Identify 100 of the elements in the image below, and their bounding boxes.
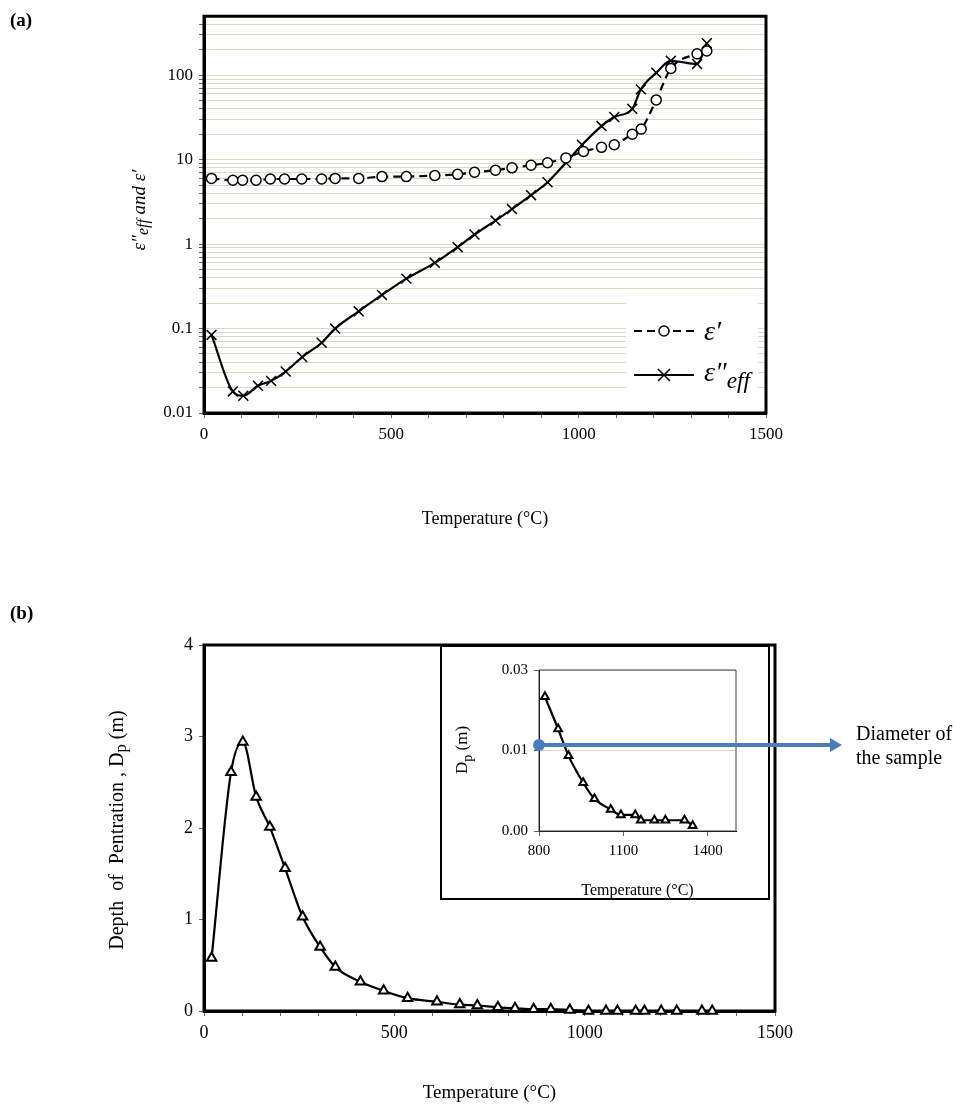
- point: [227, 174, 239, 187]
- legend-label: ε′: [703, 315, 722, 347]
- point: [236, 174, 249, 187]
- point: [626, 103, 638, 115]
- point: [225, 765, 237, 776]
- point: [489, 214, 502, 227]
- point: [429, 169, 441, 182]
- point: [650, 94, 662, 106]
- y-tick-label: 0: [184, 999, 193, 1020]
- point: [701, 37, 713, 49]
- point: [553, 723, 564, 733]
- point: [489, 164, 502, 176]
- point: [608, 139, 621, 151]
- point: [541, 156, 554, 169]
- point: [353, 305, 365, 318]
- x-tick-label: 1000: [566, 1021, 603, 1042]
- point: [635, 123, 647, 135]
- point: [611, 1004, 624, 1015]
- x-tick-label: 1500: [749, 423, 783, 443]
- x-tick-label: 1400: [692, 841, 723, 858]
- point: [329, 322, 341, 335]
- y-tick-label: 3: [184, 725, 193, 746]
- y-tick-label: 0.00: [501, 821, 528, 838]
- point: [679, 814, 690, 824]
- point: [431, 995, 443, 1006]
- point: [629, 1004, 642, 1015]
- x-axis-title: Temperature (°C): [421, 507, 549, 529]
- point: [278, 173, 291, 185]
- point: [205, 329, 218, 341]
- point: [401, 991, 414, 1002]
- point: [525, 159, 537, 171]
- point: [630, 809, 641, 819]
- point: [595, 141, 608, 154]
- x-tick-label: 500: [378, 423, 405, 443]
- point: [237, 390, 250, 402]
- x-tick-label: 500: [380, 1021, 408, 1042]
- point: [541, 176, 554, 188]
- x-tick-label: 1100: [608, 841, 639, 858]
- x-tick-label: 0: [199, 1021, 209, 1042]
- point: [691, 58, 703, 70]
- point: [279, 861, 291, 873]
- annotation: Diameter of the sample: [856, 721, 954, 770]
- point: [616, 809, 626, 819]
- y-tick-label: 1: [184, 908, 193, 929]
- x-tick-label: 1500: [757, 1021, 793, 1042]
- x-axis-title: Temperature (°C): [422, 1080, 557, 1103]
- point: [250, 790, 262, 801]
- point: [376, 289, 388, 301]
- point: [600, 1004, 612, 1015]
- text: (a): [10, 9, 33, 32]
- y-tick-label: 0.03: [501, 660, 528, 677]
- point: [264, 173, 277, 185]
- y-tick-label: 0.01: [501, 741, 528, 758]
- y-tick-label: 4: [184, 633, 193, 654]
- point: [608, 111, 620, 123]
- point: [650, 67, 662, 79]
- point: [578, 777, 589, 786]
- point: [227, 385, 239, 398]
- point: [691, 48, 703, 60]
- point: [250, 174, 262, 187]
- point: [589, 793, 600, 803]
- point: [352, 172, 365, 185]
- point: [354, 975, 367, 986]
- point: [577, 145, 590, 158]
- point: [468, 166, 481, 178]
- y-tick-label: 1: [184, 233, 193, 253]
- x-tick-label: 1000: [561, 423, 596, 443]
- point: [265, 375, 277, 387]
- point: [671, 1004, 683, 1015]
- point: [638, 1004, 651, 1015]
- point: [696, 1004, 708, 1015]
- point: [264, 820, 276, 831]
- y-tick-label: 10: [176, 149, 193, 169]
- point: [296, 910, 309, 921]
- point: [315, 173, 328, 185]
- point: [296, 351, 308, 363]
- point: [451, 168, 464, 181]
- point: [560, 152, 572, 164]
- point: [237, 735, 249, 746]
- point: [706, 1004, 718, 1015]
- point: [400, 170, 413, 183]
- point: [665, 62, 677, 75]
- point: [665, 55, 677, 67]
- point: [605, 804, 616, 813]
- point: [595, 120, 608, 132]
- point: [377, 984, 390, 995]
- point: [205, 172, 218, 185]
- point: [525, 189, 537, 201]
- y-tick-label: 100: [167, 64, 193, 84]
- y-tick-label: 0.01: [163, 402, 193, 422]
- point: [649, 814, 660, 824]
- point: [279, 365, 292, 378]
- y-tick-label: 0.1: [171, 318, 193, 338]
- point: [451, 241, 464, 253]
- point: [701, 45, 713, 57]
- point: [563, 750, 574, 760]
- point: [315, 337, 328, 349]
- point: [454, 998, 466, 1009]
- point: [314, 940, 326, 951]
- point: [329, 172, 341, 185]
